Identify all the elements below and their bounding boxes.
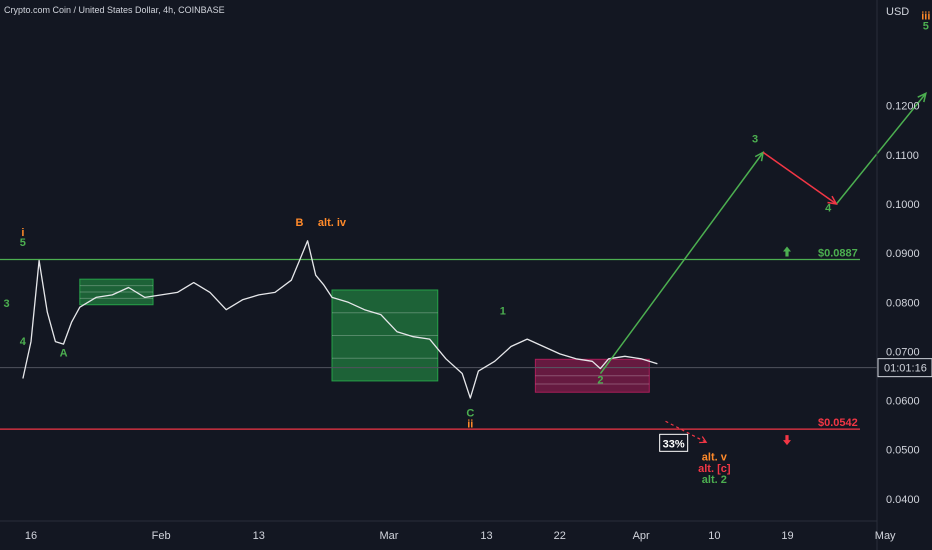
- projection-dashed-segment: [665, 420, 707, 443]
- wave-label: C: [466, 407, 474, 419]
- wave-label: i: [21, 227, 24, 239]
- red-zone: [534, 358, 650, 393]
- arrow-down-icon: [783, 435, 791, 446]
- x-tick-label: 19: [781, 530, 793, 542]
- y-tick-label: 0.0800: [886, 297, 920, 309]
- projection-red-segment: [762, 151, 837, 205]
- arrowhead-icon: [917, 92, 927, 103]
- y-tick-label: 0.1100: [886, 150, 919, 162]
- arrowhead-icon: [827, 195, 838, 205]
- y-tick-label: 0.0500: [886, 445, 920, 457]
- wave-label: ii: [467, 419, 473, 431]
- green-zone-large: [331, 289, 439, 382]
- arrowhead-icon: [699, 436, 708, 444]
- x-tick-label: Mar: [379, 530, 398, 542]
- wave-label: 4: [825, 202, 832, 214]
- y-tick-label: 0.1000: [886, 199, 920, 211]
- chart-title: Crypto.com Coin / United States Dollar, …: [4, 5, 225, 15]
- wave-label: 2: [597, 374, 603, 386]
- price-series-line: [22, 240, 658, 399]
- level-label-1: $0.0542: [818, 417, 858, 429]
- wave-label: iii: [921, 11, 930, 23]
- x-tick-label: Apr: [633, 530, 650, 542]
- current-value-box: [877, 358, 932, 378]
- level-label-0: $0.0887: [818, 248, 858, 260]
- projection-green-segment: [599, 151, 764, 374]
- x-tick-label: 13: [480, 530, 492, 542]
- y-tick-label: 0.0900: [886, 248, 920, 260]
- currency-label: USD: [886, 6, 909, 18]
- projection-green-segment: [835, 92, 927, 205]
- wave-label: 3: [752, 134, 758, 146]
- y-tick-label: 0.0600: [886, 396, 920, 408]
- wave-label: alt. 2: [702, 474, 727, 486]
- arrow-up-icon: [783, 246, 791, 257]
- wave-label: B: [295, 217, 303, 229]
- wave-label: 5: [20, 237, 26, 249]
- x-tick-label: 22: [554, 530, 566, 542]
- wave-label: 5: [923, 20, 929, 32]
- wave-label: 4: [20, 336, 27, 348]
- current-value-label: 01:01:16: [884, 363, 927, 375]
- wave-label: 3: [4, 298, 10, 310]
- x-tick-label: 13: [253, 530, 265, 542]
- x-tick-label: May: [875, 530, 896, 542]
- wave-label: alt. [c]: [698, 463, 731, 475]
- y-tick-label: 0.0700: [886, 346, 920, 358]
- wave-label: alt. iv: [318, 217, 347, 229]
- percent-badge: 33%: [663, 438, 685, 450]
- x-tick-label: 16: [25, 530, 37, 542]
- wave-label: A: [60, 347, 68, 359]
- x-tick-label: Feb: [152, 530, 171, 542]
- wave-label: 1: [500, 306, 506, 318]
- wave-label: alt. v: [702, 452, 728, 464]
- y-tick-label: 0.0400: [886, 494, 920, 506]
- y-tick-label: 0.1200: [886, 101, 920, 113]
- percent-badge-box: [659, 433, 689, 452]
- x-tick-label: 10: [708, 530, 720, 542]
